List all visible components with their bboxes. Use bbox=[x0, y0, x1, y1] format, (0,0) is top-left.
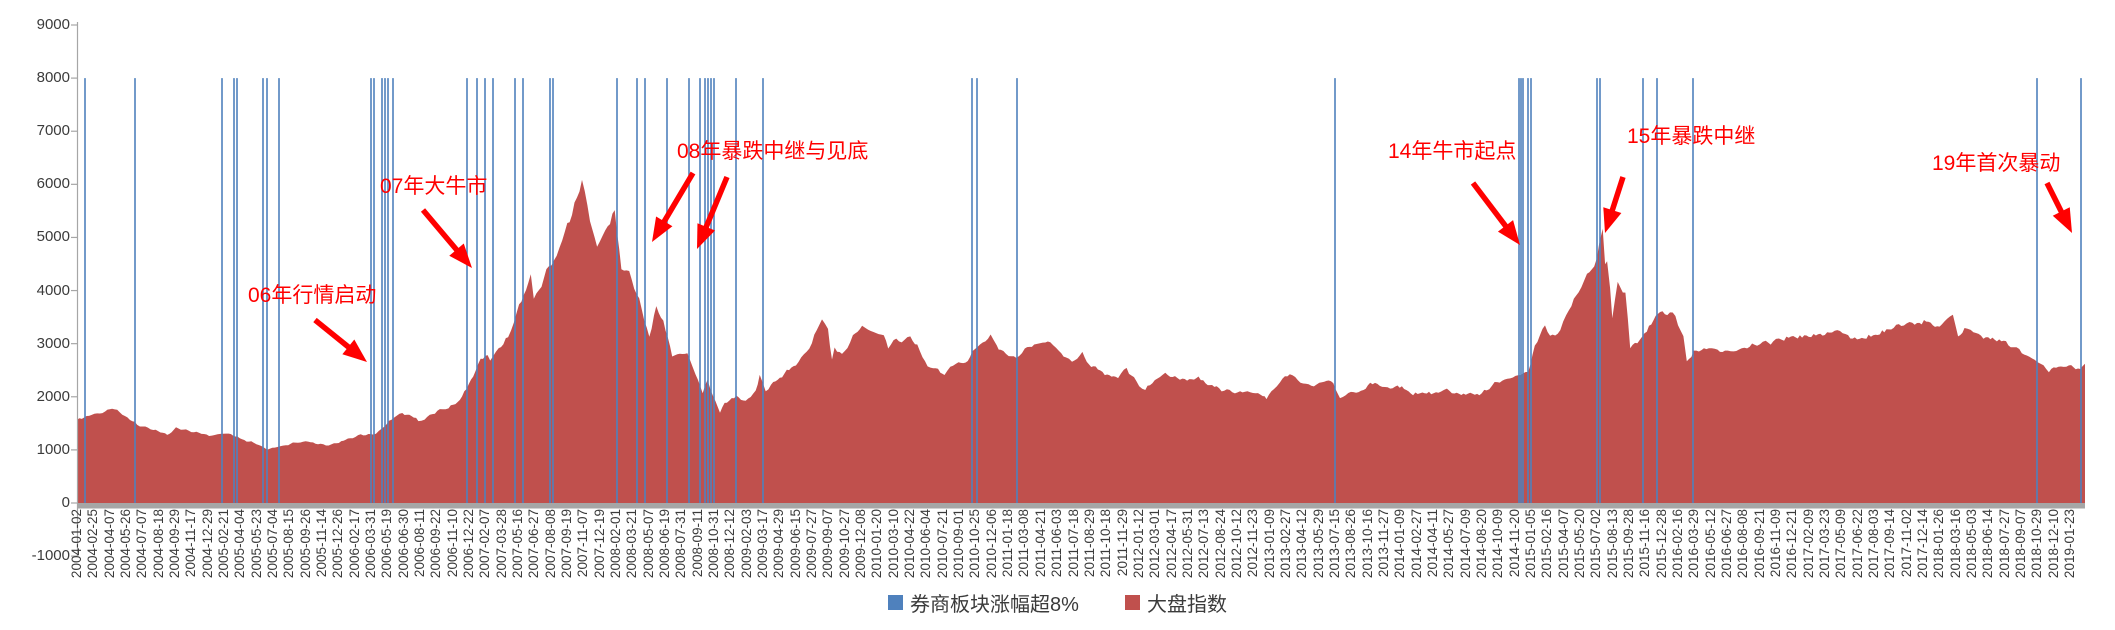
y-axis-tick-label: 9000 bbox=[36, 16, 70, 33]
annotation-label: 19年首次暴动 bbox=[1932, 152, 2061, 175]
annotation-arrow-shaft bbox=[1470, 181, 1511, 231]
annotation-arrow-shaft bbox=[1608, 176, 1626, 215]
y-axis-tick-label: 7000 bbox=[36, 122, 70, 140]
annotation-label: 07年大牛市 bbox=[380, 175, 488, 198]
legend-item-market-index: 大盘指数 bbox=[1124, 588, 1227, 617]
y-axis-tick-label: -1000 bbox=[31, 547, 70, 565]
legend-item-brokerage-surge: 券商板块涨幅超8% bbox=[888, 588, 1079, 617]
legend-label-brokerage-surge: 券商板块涨幅超8% bbox=[910, 594, 1079, 616]
legend-label-market-index: 大盘指数 bbox=[1146, 594, 1227, 616]
y-axis-tick-label: 8000 bbox=[36, 69, 70, 87]
annotation-arrow-head bbox=[1603, 207, 1622, 233]
y-axis-tick-label: 1000 bbox=[36, 440, 70, 458]
y-axis-tick-label: 2000 bbox=[36, 387, 70, 405]
y-axis-tick-label: 4000 bbox=[36, 281, 70, 299]
annotation-arrow-shaft bbox=[420, 208, 462, 255]
annotation-arrow-head bbox=[1497, 220, 1520, 245]
legend-swatch-blue bbox=[888, 595, 904, 610]
annotation-arrow-head bbox=[2052, 207, 2072, 233]
y-axis-tick-label: 0 bbox=[61, 494, 70, 511]
y-axis-tick-label: 5000 bbox=[36, 228, 70, 246]
annotation-label: 15年暴跌中继 bbox=[1627, 125, 1756, 148]
legend-swatch-red bbox=[1124, 595, 1140, 610]
market-index-area bbox=[77, 179, 2085, 503]
annotation-label: 08年暴跌中继与见底 bbox=[677, 140, 869, 163]
annotation-arrow-head bbox=[697, 223, 715, 249]
chart-legend: 券商板块涨幅超8% 大盘指数 bbox=[0, 588, 2115, 617]
y-axis-tick-label: 6000 bbox=[36, 175, 70, 193]
annotation-arrow-head bbox=[342, 339, 367, 362]
annotation-arrow-head bbox=[652, 216, 673, 242]
annotation-arrow-shaft bbox=[313, 317, 354, 352]
annotation-label: 14年牛市起点 bbox=[1388, 140, 1517, 163]
annotation-arrow-shaft bbox=[2044, 181, 2066, 217]
annotation-arrow-shaft bbox=[659, 171, 696, 227]
annotation-arrow-shaft bbox=[702, 175, 730, 232]
y-axis-tick-label: 3000 bbox=[36, 334, 70, 352]
annotation-label: 06年行情启动 bbox=[248, 284, 377, 307]
annotation-arrow-head bbox=[449, 243, 472, 268]
x-axis-baseline bbox=[77, 503, 2085, 509]
